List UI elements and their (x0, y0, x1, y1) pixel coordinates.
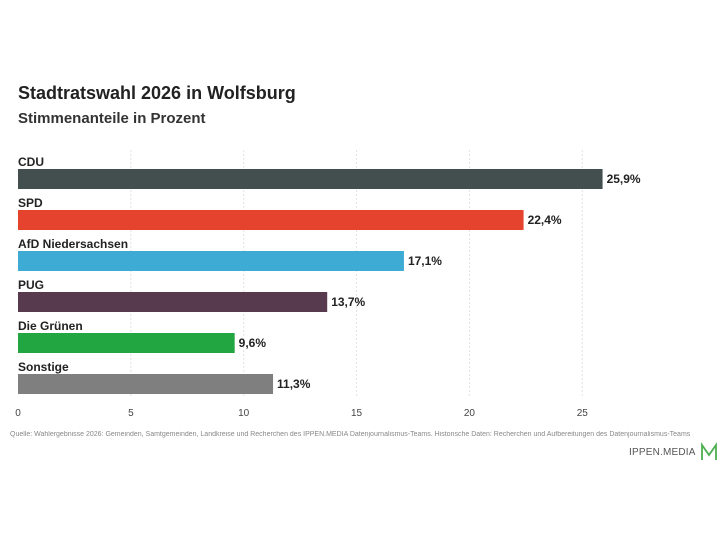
x-tick-label: 15 (351, 408, 363, 419)
chart-subtitle: Stimmenanteile in Prozent (18, 110, 206, 127)
value-label: 25,9% (607, 172, 641, 186)
bar (18, 374, 274, 394)
category-label: CDU (18, 155, 44, 169)
value-label: 13,7% (331, 295, 365, 309)
category-label: PUG (18, 278, 44, 292)
bar-chart: CDU 25,9% SPD 22,4% AfD Niedersachsen 17,1% PU… (15, 150, 641, 419)
value-label: 11,3% (277, 377, 311, 391)
x-tick-label: 0 (15, 408, 21, 419)
brand-logo: IPPEN.MEDIA (629, 441, 718, 463)
bar (18, 251, 404, 271)
value-label: 9,6% (239, 336, 267, 350)
category-label: Sonstige (18, 360, 69, 374)
category-label: Die Grünen (18, 319, 83, 333)
x-tick-label: 25 (577, 408, 589, 419)
brand-name: IPPEN.MEDIA (629, 446, 696, 458)
x-tick-label: 10 (238, 408, 250, 419)
bar (18, 333, 235, 353)
ippen-media-logo-icon (700, 442, 717, 460)
bar (18, 169, 603, 189)
category-label: SPD (18, 196, 43, 210)
value-label: 17,1% (408, 254, 442, 268)
bar (18, 292, 328, 312)
x-tick-label: 5 (128, 408, 134, 419)
bar (18, 210, 524, 230)
source-note: Quelle: Wahlergebnisse 2026: Gemeinden, … (10, 431, 691, 438)
chart-title: Stadtratswahl 2026 in Wolfsburg (18, 83, 296, 103)
category-label: AfD Niedersachsen (18, 237, 128, 251)
x-tick-label: 20 (464, 408, 476, 419)
value-label: 22,4% (528, 213, 562, 227)
